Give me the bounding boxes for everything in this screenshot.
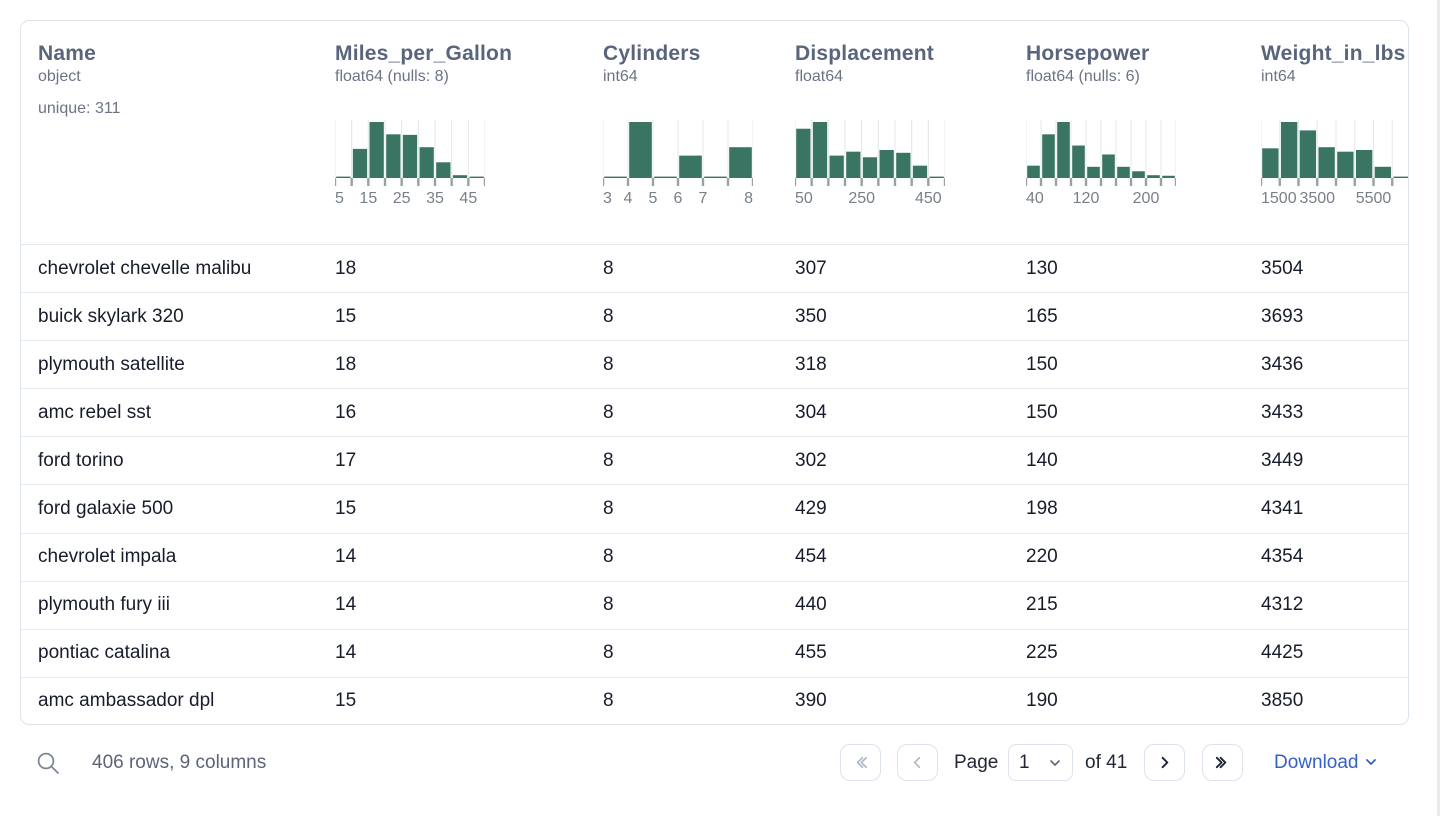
svg-text:50: 50 (795, 190, 813, 204)
svg-text:45: 45 (459, 190, 477, 204)
svg-text:35: 35 (426, 190, 444, 204)
svg-text:450: 450 (915, 190, 942, 204)
svg-text:250: 250 (848, 190, 875, 204)
svg-text:15: 15 (359, 190, 377, 204)
svg-text:5500: 5500 (1356, 190, 1392, 204)
svg-text:200: 200 (1133, 190, 1160, 204)
svg-text:5: 5 (649, 190, 658, 204)
svg-text:25: 25 (393, 190, 411, 204)
svg-text:1500: 1500 (1261, 190, 1297, 204)
svg-text:120: 120 (1073, 190, 1100, 204)
svg-text:6: 6 (674, 190, 683, 204)
svg-text:8: 8 (744, 190, 753, 204)
svg-text:3500: 3500 (1299, 190, 1335, 204)
svg-text:40: 40 (1026, 190, 1044, 204)
svg-text:3: 3 (603, 190, 612, 204)
svg-text:4: 4 (624, 190, 633, 204)
svg-text:7: 7 (699, 190, 708, 204)
svg-text:5: 5 (335, 190, 344, 204)
